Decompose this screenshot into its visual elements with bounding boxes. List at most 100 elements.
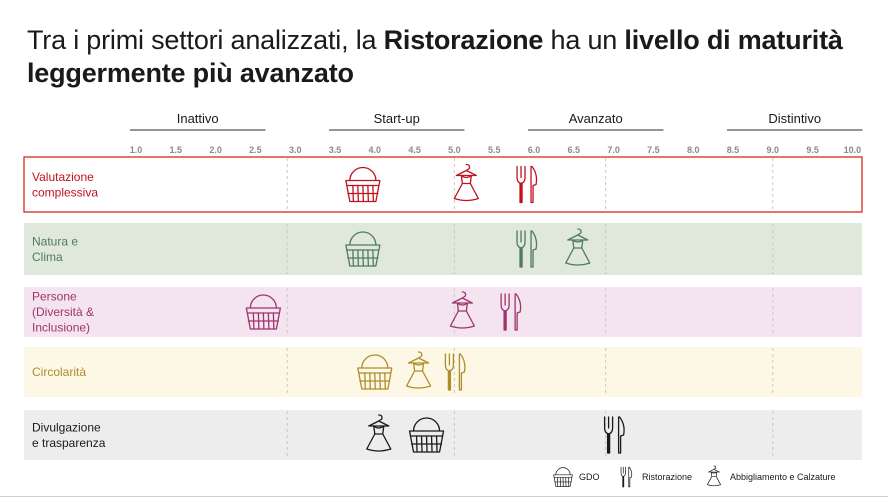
row-label-2-line-1: Natura e: [32, 234, 78, 248]
row-3-point-abbigliamento-e-calzature: [449, 291, 476, 329]
row-3-point-gdo-handle: [249, 294, 278, 309]
row-4-point-abbigliamento-e-calzature-dress: [405, 362, 432, 389]
x-tick-label-8.5: 8.5: [727, 145, 740, 155]
legend-label-3: Abbigliamento e Calzature: [730, 472, 836, 482]
x-tick-label-4.0: 4.0: [369, 145, 382, 155]
title-highlight-ristorazione: Ristorazione: [383, 25, 544, 55]
row-1-point-abbigliamento-e-calzature-hanger: [455, 163, 477, 177]
legend-fork-knife-icon: [620, 466, 633, 488]
stage-label-3: Avanzato: [569, 111, 623, 126]
row-band-4: [24, 347, 862, 397]
row-1-point-abbigliamento-e-calzature-collar: [460, 174, 472, 179]
row-4-point-gdo-body: [357, 367, 393, 390]
row-3-point-ristorazione-fork-stem: [503, 310, 507, 331]
row-3-point-abbigliamento-e-calzature-dress: [449, 302, 476, 329]
x-tick-label-7.5: 7.5: [647, 145, 660, 155]
row-5-point-ristorazione: [603, 416, 625, 454]
legend-basket-icon-handle: [555, 467, 571, 476]
row-2-point-gdo-handle: [349, 231, 377, 246]
row-1-point-gdo-handle: [349, 166, 377, 182]
legend-basket-icon: [553, 467, 573, 487]
row-1-point-gdo-body: [345, 179, 381, 203]
legend-dress-icon-collar: [710, 471, 718, 474]
row-1-point-gdo: [345, 166, 381, 203]
row-2-point-gdo: [345, 231, 381, 267]
row-4-point-ristorazione-knife: [458, 353, 466, 391]
row-label-1-line-2: complessiva: [32, 185, 98, 199]
row-5-point-abbigliamento-e-calzature-hanger: [368, 414, 390, 427]
legend-label-1: GDO: [579, 472, 600, 482]
row-label-3-line-2: (Diversità &: [32, 305, 94, 319]
legend-fork-knife-icon-fork: [620, 466, 626, 488]
row-4-point-abbigliamento-e-calzature: [405, 351, 432, 389]
x-tick-label-8.0: 8.0: [687, 145, 700, 155]
row-band-1: [23, 156, 863, 213]
row-label-3-line-1: Persone: [32, 290, 77, 304]
row-4-point-gdo: [357, 354, 393, 390]
row-4-point-gdo-handle: [361, 354, 389, 369]
x-tick-label-4.5: 4.5: [408, 145, 421, 155]
row-5-point-ristorazione-knife: [617, 416, 625, 454]
legend-dress-icon: [707, 465, 721, 487]
row-1-point-abbigliamento-e-calzature-dress: [453, 174, 479, 202]
row-label-1-line-1: Valutazione: [32, 170, 94, 184]
row-2-point-abbigliamento-e-calzature: [565, 228, 591, 266]
row-3-point-ristorazione-knife: [514, 293, 522, 331]
stage-label-2: Start-up: [374, 111, 420, 126]
row-3-point-abbigliamento-e-calzature-collar: [456, 302, 469, 306]
row-2-point-ristorazione: [516, 230, 538, 268]
row-4-point-abbigliamento-e-calzature-collar: [412, 362, 425, 366]
row-label-5-line-1: Divulgazione: [32, 420, 101, 434]
legend-dress-icon-dress: [707, 471, 721, 487]
x-tick-label-2.5: 2.5: [249, 145, 262, 155]
row-4-point-ristorazione: [444, 353, 466, 391]
stage-label-4: Distintivo: [768, 111, 821, 126]
x-tick-label-7.0: 7.0: [607, 145, 620, 155]
slide-bottom-divider: [0, 496, 888, 497]
x-tick-label-3.5: 3.5: [329, 145, 342, 155]
row-4-point-ristorazione-fork-stem: [447, 370, 452, 391]
x-tick-label-9.0: 9.0: [767, 145, 780, 155]
row-label-2-line-2: Clima: [32, 250, 63, 264]
row-5-point-gdo: [408, 417, 445, 453]
row-label-5-line-2: e trasparenza: [32, 436, 106, 450]
row-2-point-ristorazione-fork-stem: [519, 247, 523, 268]
row-2-point-abbigliamento-e-calzature-dress: [565, 239, 591, 266]
page-title: Tra i primi settori analizzati, la Risto…: [27, 24, 867, 90]
row-band-2: [24, 223, 862, 275]
x-tick-label-2.0: 2.0: [209, 145, 222, 155]
legend-basket-icon-body: [553, 474, 573, 487]
row-5-point-ristorazione-fork-stem: [606, 433, 611, 454]
title-part-3: ha un: [543, 25, 625, 55]
stage-label-1: Inattivo: [177, 111, 219, 126]
row-4-point-abbigliamento-e-calzature-hanger: [407, 351, 430, 364]
legend-fork-knife-icon-fork-stem: [622, 476, 625, 488]
row-5-point-gdo-body: [408, 430, 445, 453]
legend-fork-knife-icon-knife: [628, 466, 633, 488]
row-5-point-abbigliamento-e-calzature: [366, 414, 392, 452]
row-1-point-abbigliamento-e-calzature: [453, 163, 479, 202]
x-tick-label-1.0: 1.0: [130, 145, 143, 155]
row-2-point-ristorazione-knife: [530, 230, 538, 268]
x-tick-label-5.0: 5.0: [448, 145, 461, 155]
row-3-point-abbigliamento-e-calzature-hanger: [451, 291, 474, 304]
row-5-point-abbigliamento-e-calzature-collar: [373, 425, 385, 429]
title-part-1: Tra i primi settori analizzati, la: [27, 25, 384, 55]
x-tick-label-10.0: 10.0: [844, 145, 862, 155]
legend-dress-icon-hanger: [708, 465, 720, 473]
row-3-point-gdo-body: [245, 307, 282, 330]
row-1-point-ristorazione-knife: [530, 165, 538, 204]
x-tick-label-1.5: 1.5: [170, 145, 183, 155]
row-band-3: [24, 287, 862, 337]
legend-label-2: Ristorazione: [642, 472, 692, 482]
row-1-point-ristorazione-fork-stem: [519, 182, 523, 204]
row-5-point-gdo-handle: [412, 417, 441, 432]
row-label-3-line-3: Inclusione): [32, 321, 90, 335]
row-2-point-gdo-body: [345, 244, 381, 267]
x-tick-label-6.0: 6.0: [528, 145, 541, 155]
row-5-point-abbigliamento-e-calzature-dress: [366, 425, 392, 452]
row-3-point-ristorazione: [500, 293, 522, 331]
x-tick-label-5.5: 5.5: [488, 145, 501, 155]
